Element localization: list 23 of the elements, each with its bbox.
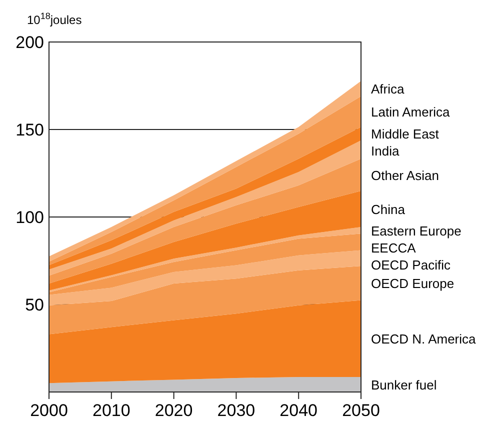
y-axis-title: 10$^{18}$joules <box>27 11 82 27</box>
y-tick-label: 100 <box>16 208 44 227</box>
x-tick-label: 2040 <box>280 401 318 420</box>
series-label: OECD Europe <box>371 276 454 292</box>
series-label: Middle East <box>371 126 440 142</box>
x-tick-label: 2050 <box>342 401 380 420</box>
series-label: Africa <box>371 82 405 97</box>
x-tick-label: 2030 <box>217 401 256 420</box>
series-label: Eastern Europe <box>371 223 462 238</box>
x-tick-label: 2000 <box>30 401 68 420</box>
series-label: China <box>371 202 406 217</box>
series-label: India <box>371 144 400 159</box>
y-tick-label: 150 <box>16 120 44 140</box>
series-label: Latin America <box>371 104 451 120</box>
y-tick-label: 200 <box>16 33 44 52</box>
series-label: EECCA <box>371 240 416 256</box>
x-tick-label: 2020 <box>154 401 193 420</box>
series-label: OECD N. America <box>371 332 477 347</box>
series-label: Bunker fuel <box>371 377 437 392</box>
y-tick-label: 50 <box>25 296 44 314</box>
series-label: Other Asian <box>371 168 439 183</box>
series-label: OECD Pacific <box>371 257 451 272</box>
x-tick-label: 2010 <box>92 401 130 420</box>
